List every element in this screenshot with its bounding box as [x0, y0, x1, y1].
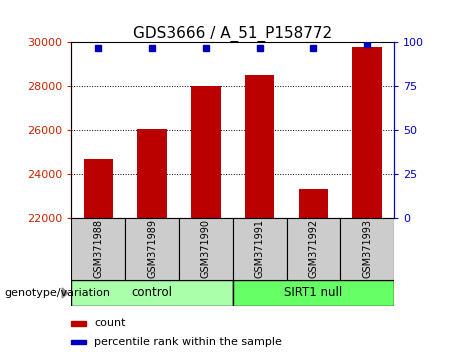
Bar	[83, 159, 113, 218]
Bar	[71, 280, 233, 306]
Text: count: count	[94, 318, 125, 328]
Text: GSM371991: GSM371991	[254, 219, 265, 278]
Bar	[299, 189, 328, 218]
Text: genotype/variation: genotype/variation	[5, 288, 111, 298]
Bar	[191, 86, 221, 218]
Bar	[287, 218, 340, 280]
Bar	[125, 218, 179, 280]
Text: GSM371989: GSM371989	[147, 219, 157, 278]
Bar	[137, 129, 167, 218]
Bar	[233, 280, 394, 306]
Text: GSM371988: GSM371988	[93, 219, 103, 278]
Text: percentile rank within the sample: percentile rank within the sample	[94, 337, 282, 347]
Text: SIRT1 null: SIRT1 null	[284, 286, 343, 299]
Bar	[71, 339, 86, 344]
Title: GDS3666 / A_51_P158772: GDS3666 / A_51_P158772	[133, 26, 332, 42]
Bar	[340, 218, 394, 280]
Bar	[179, 218, 233, 280]
Bar	[71, 321, 86, 326]
Bar	[245, 75, 274, 218]
Text: GSM371992: GSM371992	[308, 219, 319, 278]
Text: control: control	[132, 286, 172, 299]
Text: GSM371993: GSM371993	[362, 219, 372, 278]
Bar	[71, 218, 125, 280]
Bar	[233, 218, 287, 280]
Bar	[353, 47, 382, 218]
Text: GSM371990: GSM371990	[201, 219, 211, 278]
